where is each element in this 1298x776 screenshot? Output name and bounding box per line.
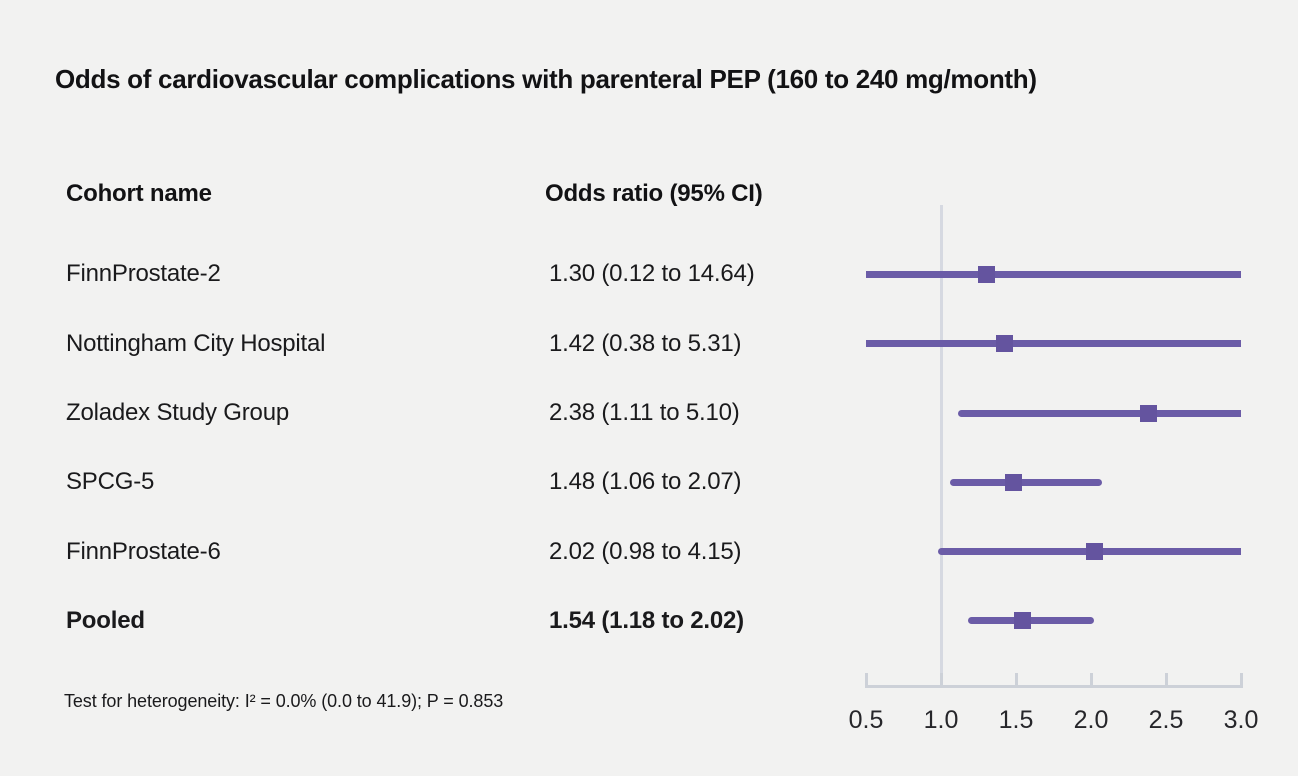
- odds-ratio-value: 1.30 (0.12 to 14.64): [549, 260, 755, 287]
- odds-ratio-marker: [977, 265, 995, 283]
- x-axis-tick-label-1.5: 1.5: [998, 706, 1034, 734]
- cohort-label: FinnProstate-6: [66, 537, 221, 565]
- x-axis-tick-label-2.0: 2.0: [1073, 706, 1109, 734]
- cohort-label: Zoladex Study Group: [66, 399, 289, 426]
- odds-ratio-value: 2.38 (1.11 to 5.10): [549, 399, 740, 426]
- ci-line: [950, 478, 1102, 486]
- odds-ratio-marker: [1139, 404, 1157, 422]
- cohort-label: FinnProstate-2: [66, 260, 221, 287]
- ci-line: [968, 617, 1094, 624]
- odds-ratio-marker: [1004, 473, 1022, 491]
- x-axis-tick-2.5: [1164, 673, 1168, 685]
- x-axis-line: [864, 685, 1243, 688]
- x-axis-tick-label-0.5: 0.5: [848, 706, 884, 734]
- cohort-label: Pooled: [66, 606, 145, 634]
- odds-ratio-value: 1.42 (0.38 to 5.31): [549, 329, 742, 357]
- odds-ratio-marker: [995, 335, 1013, 352]
- x-axis-tick-1.5: [1014, 673, 1018, 685]
- ci-line: [957, 409, 1241, 417]
- ci-line: [866, 340, 1241, 347]
- x-axis-tick-label-1.0: 1.0: [923, 706, 959, 734]
- cohort-label: Nottingham City Hospital: [66, 329, 326, 357]
- x-axis-tick-1.0: [939, 673, 943, 685]
- cohort-label: SPCG-5: [66, 468, 155, 495]
- x-axis-tick-label-2.5: 2.5: [1148, 706, 1184, 734]
- odds-ratio-marker: [1013, 612, 1031, 629]
- heterogeneity-test-note: Test for heterogeneity: I² = 0.0% (0.0 t…: [64, 691, 504, 711]
- chart-title: Odds of cardiovascular complications wit…: [55, 64, 1037, 94]
- x-axis-tick-label-3.0: 3.0: [1223, 706, 1259, 734]
- x-axis-tick-2.0: [1089, 673, 1093, 685]
- column-header-cohort-name: Cohort name: [66, 180, 212, 207]
- x-axis-tick-3.0: [1239, 673, 1243, 685]
- odds-ratio-value: 1.54 (1.18 to 2.02): [549, 606, 744, 634]
- ci-line: [866, 270, 1241, 278]
- reference-line-1: [939, 205, 943, 688]
- odds-ratio-marker: [1085, 543, 1103, 560]
- column-header-odds-ratio: Odds ratio (95% CI): [545, 180, 763, 207]
- odds-ratio-value: 1.48 (1.06 to 2.07): [549, 468, 742, 495]
- odds-ratio-value: 2.02 (0.98 to 4.15): [549, 537, 742, 565]
- x-axis-tick-0.5: [864, 673, 868, 685]
